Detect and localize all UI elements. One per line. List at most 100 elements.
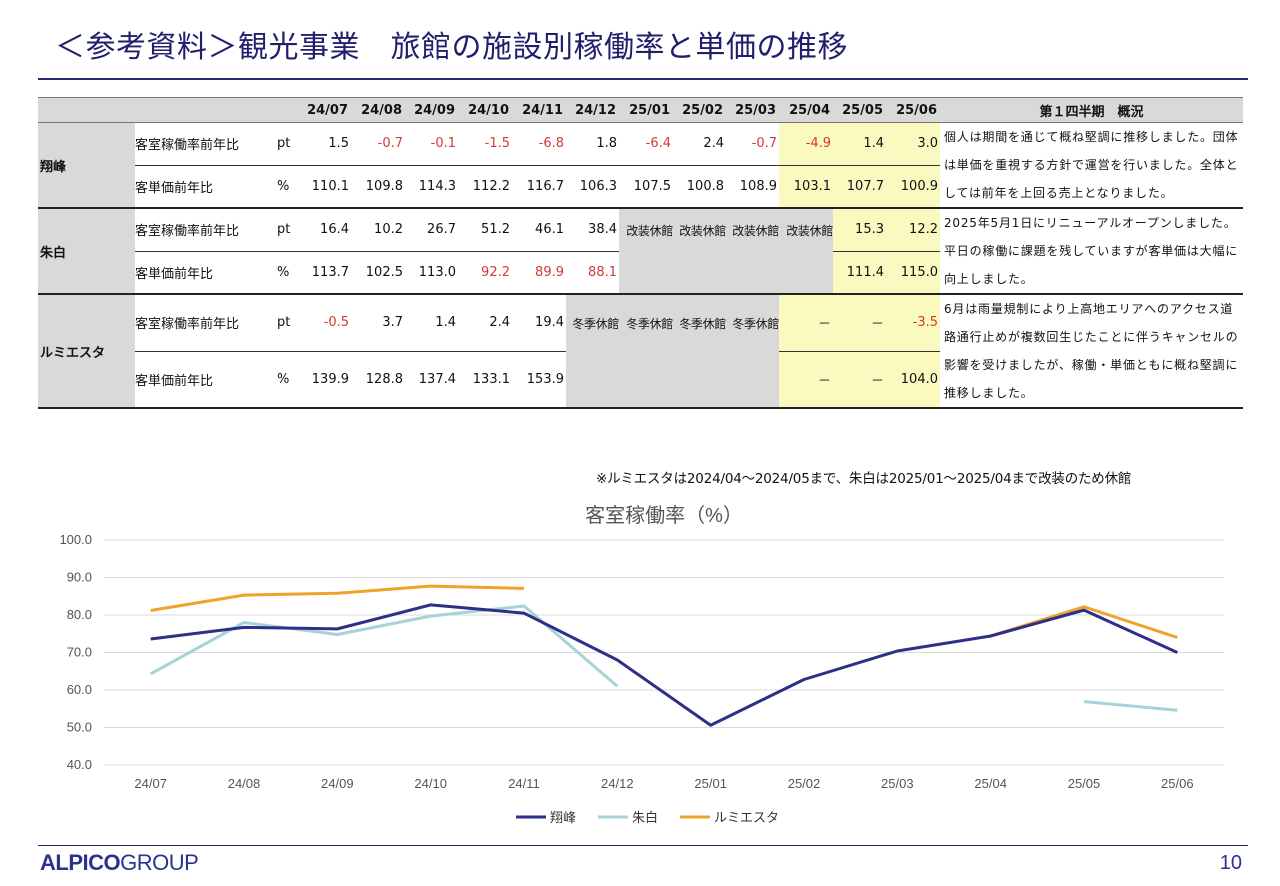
y-tick-label: 70.0 (67, 645, 92, 660)
month-header: 25/02 (673, 97, 726, 123)
table-row: ルミエスタ 客室稼働率前年比 pt -0.5 3.7 1.4 2.4 19.4 冬季休館 冬季休館… (38, 294, 1243, 409)
table-cell (673, 251, 726, 295)
table-cell: 改装休館 (619, 208, 673, 251)
table-cell: 106.3 (566, 165, 619, 209)
x-tick-label: 25/06 (1161, 776, 1194, 791)
x-tick-label: 25/03 (881, 776, 914, 791)
y-tick-label: 50.0 (67, 720, 92, 735)
table-cell (779, 251, 833, 295)
table-cell: -6.4 (619, 122, 673, 166)
x-tick-label: 25/02 (788, 776, 821, 791)
table-cell: － (779, 351, 833, 409)
table-cell: 128.8 (351, 351, 405, 409)
y-tick-label: 60.0 (67, 682, 92, 697)
table-cell: 107.5 (619, 165, 673, 209)
table-cell: 冬季休館 (619, 294, 673, 351)
footer-divider (38, 845, 1248, 846)
facility-summary: 6月は雨量規制により上高地エリアへのアクセス道路通行止めが複数回生じたことに伴う… (940, 294, 1243, 409)
table-cell: 改装休館 (779, 208, 833, 251)
table-cell: 46.1 (512, 208, 566, 252)
month-header: 24/07 (298, 97, 351, 123)
table-cell: 16.4 (298, 208, 351, 252)
table-cell: -0.1 (405, 122, 458, 166)
table-cell: 133.1 (458, 351, 512, 409)
table-cell: -0.7 (726, 122, 779, 166)
logo-main: ALPICO (40, 850, 121, 875)
facility-summary: 2025年5月1日にリニューアルオープンしました。平日の稼働に課題を残しています… (940, 208, 1243, 295)
metric-label: 客単価前年比 (135, 351, 275, 409)
table-cell: -3.5 (886, 294, 940, 352)
header-blank (38, 97, 135, 123)
table-cell: 153.9 (512, 351, 566, 409)
x-tick-label: 24/09 (321, 776, 354, 791)
table-cell: 2.4 (673, 122, 726, 166)
table-cell (619, 351, 673, 409)
table-cell: 109.8 (351, 165, 405, 209)
table-header-row: 24/07 24/08 24/09 24/10 24/11 24/12 25/0… (38, 97, 1243, 123)
table-cell: 115.0 (886, 251, 940, 295)
unit-label: % (275, 251, 298, 295)
table-cell: 3.7 (351, 294, 405, 352)
x-tick-label: 24/11 (508, 776, 540, 791)
table-cell: － (833, 351, 886, 409)
table-cell: -1.5 (458, 122, 512, 166)
facility-name: 翔峰 (38, 122, 135, 209)
metric-label: 客室稼働率前年比 (135, 208, 275, 252)
legend-label: 翔峰 (550, 810, 576, 825)
x-tick-label: 24/10 (414, 776, 447, 791)
table-cell: -0.7 (351, 122, 405, 166)
table-cell: 1.4 (833, 122, 886, 166)
company-logo: ALPICOGROUP (40, 850, 199, 876)
header-blank (275, 97, 298, 123)
facility-name: ルミエスタ (38, 294, 135, 409)
month-header: 25/01 (619, 97, 673, 123)
month-header: 24/12 (566, 97, 619, 123)
table-cell: 103.1 (779, 165, 833, 209)
table-cell: 51.2 (458, 208, 512, 252)
month-header: 24/11 (512, 97, 566, 123)
legend-label: 朱白 (632, 810, 658, 825)
table-cell: 100.8 (673, 165, 726, 209)
x-tick-label: 25/04 (974, 776, 1007, 791)
month-header: 25/05 (833, 97, 886, 123)
chart-title: 客室稼働率（%） (585, 504, 743, 527)
table-cell: 92.2 (458, 251, 512, 295)
table-cell: 137.4 (405, 351, 458, 409)
facility-summary: 個人は期間を通じて概ね堅調に推移しました。団体は単価を重視する方針で運営を行いま… (940, 122, 1243, 209)
table-cell: 冬季休館 (566, 294, 619, 351)
table-cell (726, 251, 779, 295)
x-tick-label: 25/01 (694, 776, 727, 791)
summary-header: 第１四半期 概況 (940, 97, 1243, 123)
table-cell: 15.3 (833, 208, 886, 252)
facility-name: 朱白 (38, 208, 135, 295)
table-cell: 冬季休館 (726, 294, 779, 351)
header-blank (135, 97, 275, 123)
table-cell: 112.2 (458, 165, 512, 209)
table-cell: 26.7 (405, 208, 458, 252)
table-cell: 10.2 (351, 208, 405, 252)
table-cell: 107.7 (833, 165, 886, 209)
table-cell: 113.0 (405, 251, 458, 295)
closure-note: ※ルミエスタは2024/04～2024/05まで、朱白は2025/01～2025… (596, 471, 1132, 487)
table-cell: 1.5 (298, 122, 351, 166)
unit-label: pt (275, 294, 298, 352)
legend-label: ルミエスタ (714, 810, 779, 825)
table-cell: 2.4 (458, 294, 512, 352)
table-cell: 111.4 (833, 251, 886, 295)
unit-label: pt (275, 122, 298, 166)
x-tick-label: 25/05 (1068, 776, 1101, 791)
month-header: 24/10 (458, 97, 512, 123)
table-cell: -0.5 (298, 294, 351, 352)
logo-group: GROUP (120, 850, 199, 875)
table-cell (673, 351, 726, 409)
occupancy-price-table: 24/07 24/08 24/09 24/10 24/11 24/12 25/0… (38, 97, 1243, 409)
table-cell (726, 351, 779, 409)
table-cell: 113.7 (298, 251, 351, 295)
unit-label: pt (275, 208, 298, 252)
table-cell: 110.1 (298, 165, 351, 209)
table-cell: -6.8 (512, 122, 566, 166)
x-tick-label: 24/07 (134, 776, 167, 791)
occupancy-rate-chart: 客室稼働率（%） 40.0 50.0 60.0 70.0 80.0 90.0 100.0 24/… (59, 504, 1224, 825)
table-cell: 改装休館 (726, 208, 779, 251)
table-row: 客単価前年比% 110.1 109.8 114.3 112.2 116.7 106.3 107… (38, 165, 1243, 209)
